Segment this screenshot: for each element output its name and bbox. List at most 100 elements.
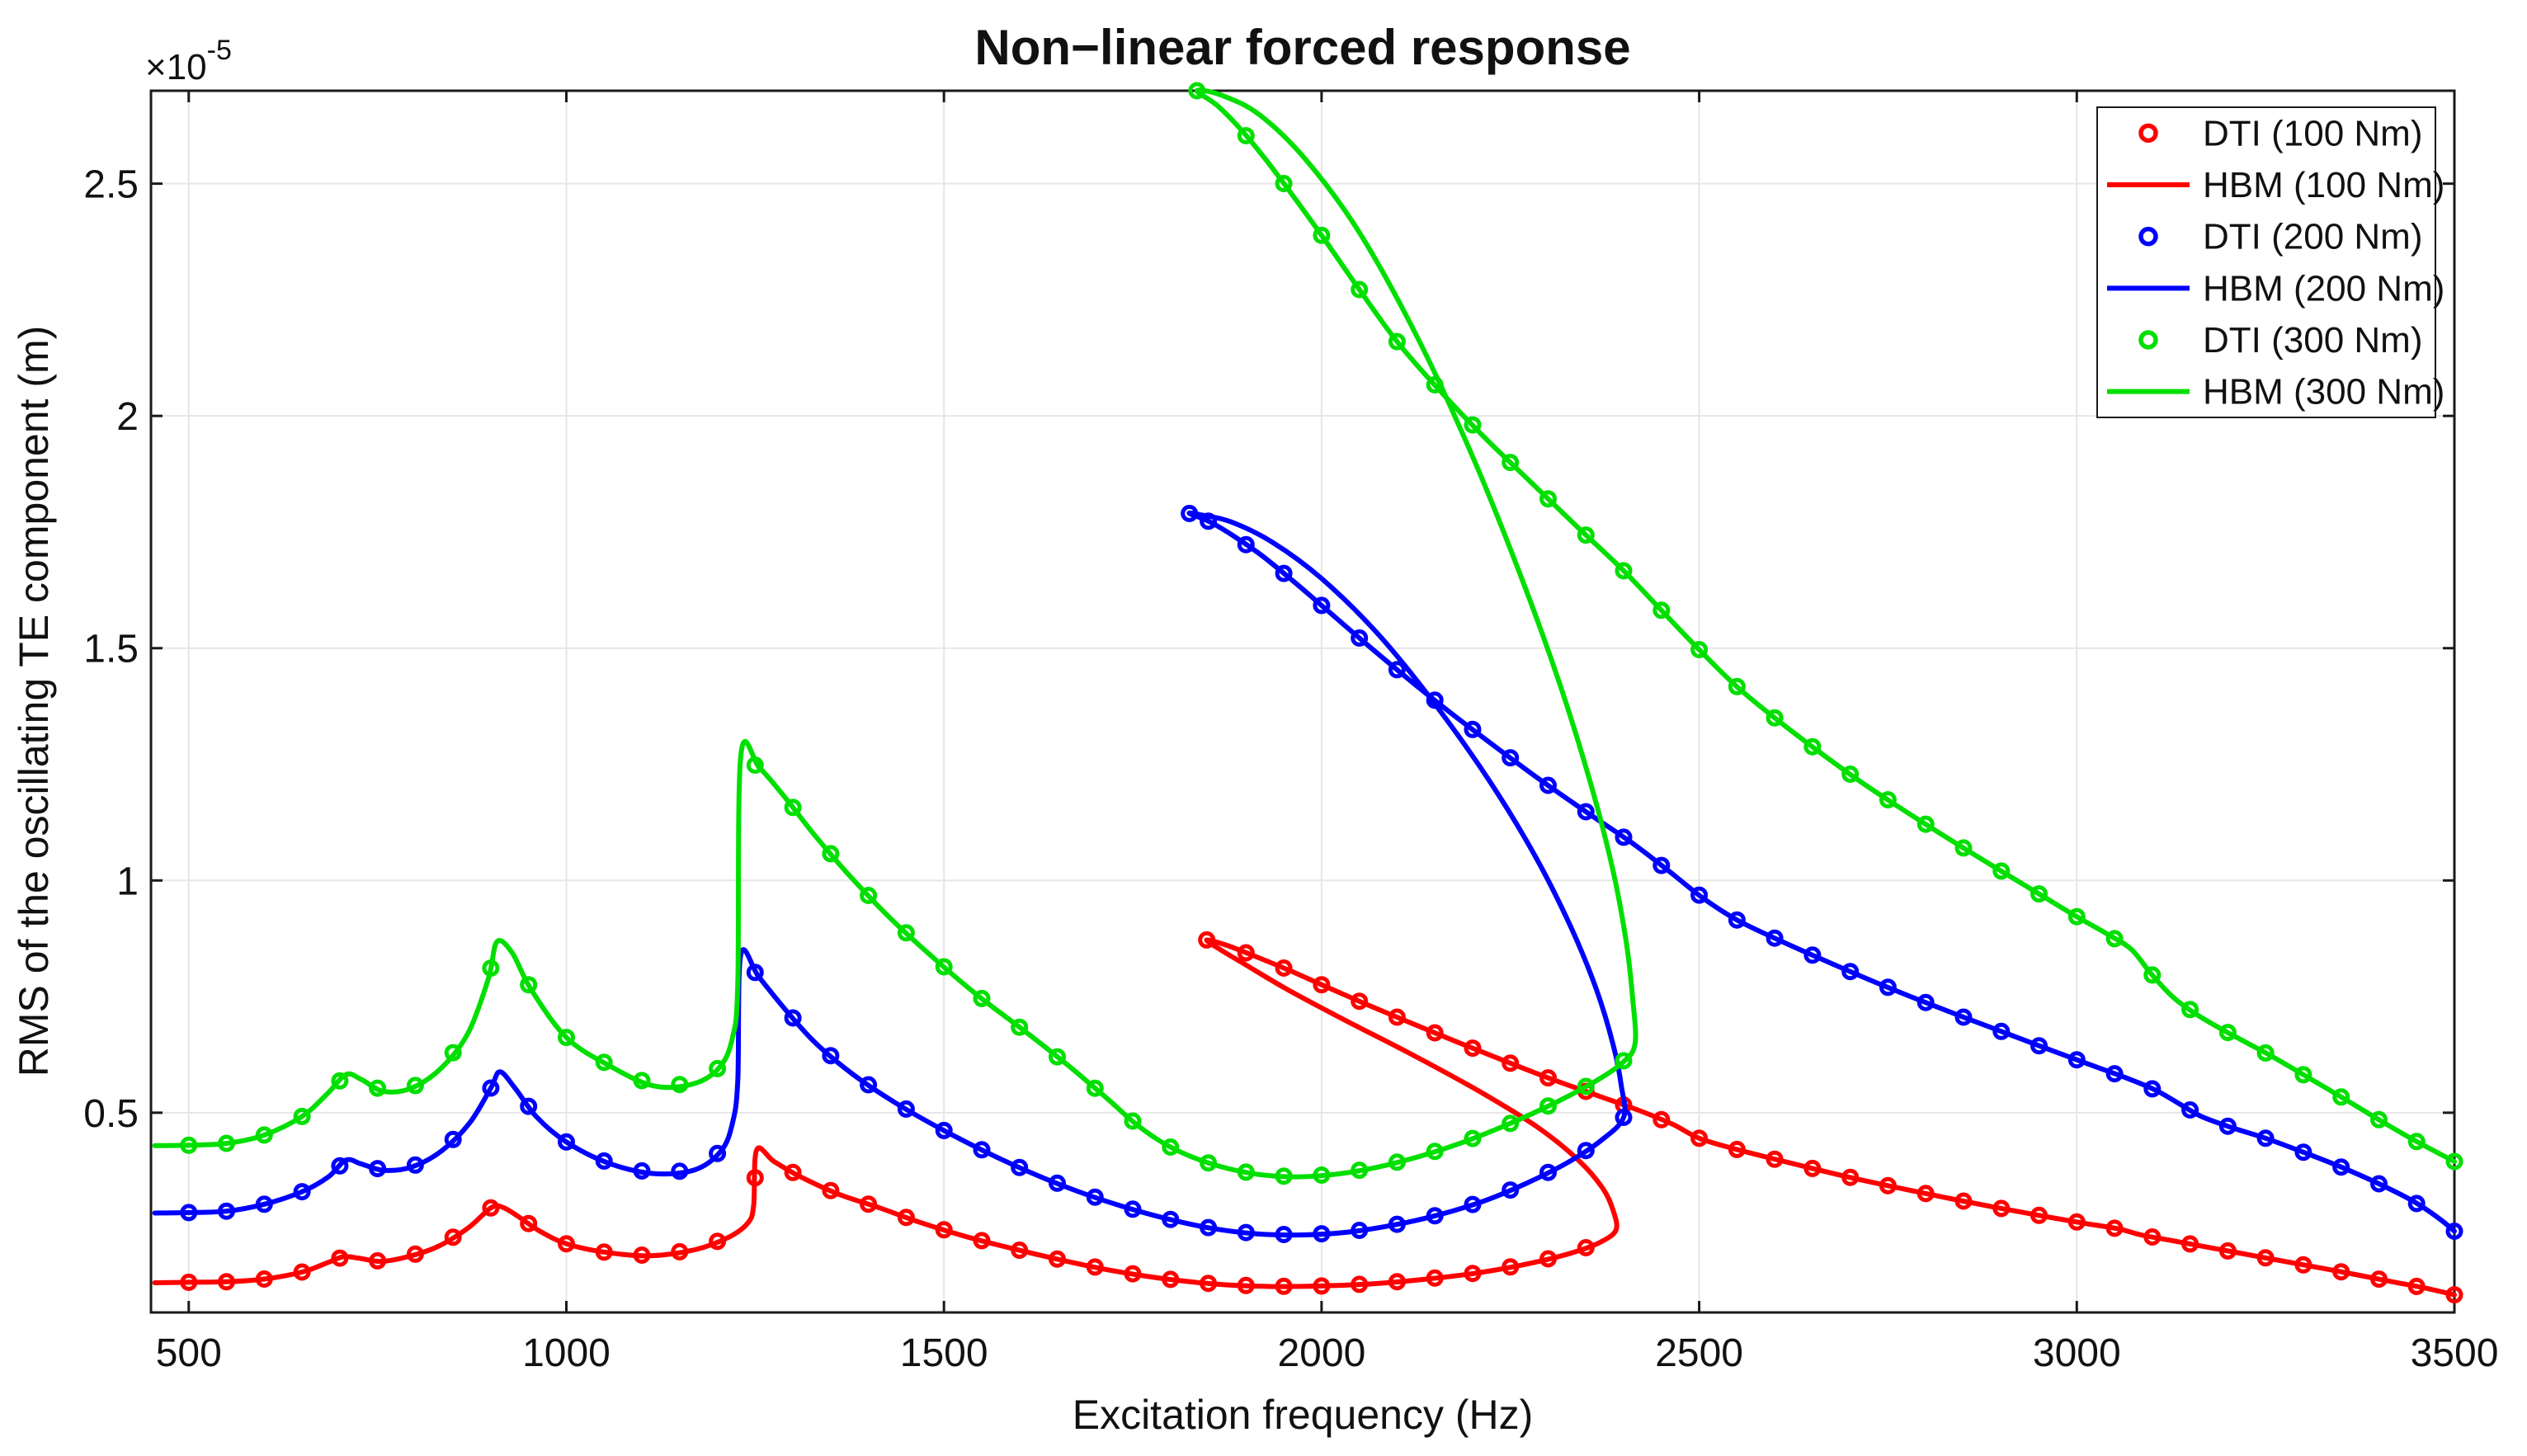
dti-marker-200-nm bbox=[1577, 803, 1595, 821]
dti-marker-300-nm bbox=[1313, 1166, 1331, 1184]
dti-marker-200-nm bbox=[709, 1144, 727, 1162]
dti-marker-300-nm bbox=[1388, 1153, 1406, 1171]
series-layer bbox=[152, 82, 2463, 1304]
dti-marker-200-nm bbox=[2143, 1080, 2162, 1098]
dti-marker-100-nm bbox=[406, 1245, 424, 1263]
dti-marker-100-nm bbox=[1464, 1039, 1482, 1058]
dti-marker-200-nm bbox=[633, 1162, 651, 1180]
dti-marker-200-nm bbox=[1200, 1218, 1218, 1237]
dti-marker-100-nm bbox=[2256, 1249, 2275, 1267]
dti-marker-100-nm bbox=[520, 1214, 538, 1232]
dti-marker-200-nm bbox=[2407, 1194, 2426, 1213]
dti-marker-100-nm bbox=[1879, 1176, 1897, 1194]
dti-marker-300-nm bbox=[1464, 416, 1482, 434]
dti-marker-100-nm bbox=[1275, 959, 1293, 977]
dti-marker-200-nm bbox=[746, 964, 764, 982]
y-tick-label: 0.5 bbox=[83, 1092, 139, 1136]
dti-marker-100-nm bbox=[2332, 1263, 2350, 1281]
dti-marker-300-nm bbox=[1539, 490, 1557, 508]
dti-marker-300-nm bbox=[860, 887, 878, 904]
dti-marker-200-nm bbox=[2030, 1037, 2048, 1055]
legend-entry: DTI (100 Nm) bbox=[2138, 113, 2422, 153]
labels-layer: Non−linear forced response Excitation fr… bbox=[11, 20, 1631, 1438]
dti-marker-300-nm bbox=[2332, 1088, 2350, 1106]
dti-marker-100-nm bbox=[1539, 1250, 1557, 1268]
dti-marker-200-nm bbox=[1539, 1163, 1557, 1181]
y-tick-label: 1.5 bbox=[83, 628, 139, 671]
dti-marker-300-nm bbox=[935, 958, 953, 976]
x-tick-label: 3500 bbox=[2411, 1331, 2499, 1375]
dti-marker-200-nm bbox=[2445, 1223, 2463, 1240]
dti-marker-300-nm bbox=[1351, 280, 1369, 299]
dti-marker-100-nm bbox=[218, 1273, 235, 1291]
dti-marker-300-nm bbox=[2105, 930, 2124, 948]
dti-marker-100-nm bbox=[293, 1263, 311, 1281]
x-tick-label: 1500 bbox=[900, 1331, 988, 1375]
dti-marker-200-nm bbox=[1502, 1181, 1520, 1199]
dti-marker-300-nm bbox=[1237, 127, 1255, 144]
dti-marker-200-nm bbox=[1351, 629, 1369, 647]
x-tick-label: 2500 bbox=[1655, 1331, 1743, 1375]
y-tick-label: 2 bbox=[116, 395, 139, 439]
dti-marker-100-nm bbox=[482, 1199, 500, 1217]
dti-marker-200-nm bbox=[482, 1079, 500, 1097]
legend-entry-label: HBM (100 Nm) bbox=[2203, 165, 2444, 205]
dti-marker-200-nm bbox=[2218, 1117, 2237, 1135]
axes-box bbox=[149, 89, 2456, 1314]
y-axis-label: RMS of the oscillating TE component (m) bbox=[11, 326, 57, 1077]
dti-marker-300-nm bbox=[671, 1076, 689, 1094]
dti-marker-300-nm bbox=[1275, 1167, 1293, 1185]
dti-marker-200-nm bbox=[1803, 946, 1822, 964]
dti-marker-300-nm bbox=[1086, 1079, 1104, 1097]
dti-marker-200-nm bbox=[1388, 661, 1406, 679]
dti-marker-200-nm bbox=[1766, 929, 1784, 947]
dti-marker-300-nm bbox=[2067, 907, 2086, 926]
dti-marker-100-nm bbox=[595, 1243, 613, 1261]
dti-marker-100-nm bbox=[331, 1249, 349, 1267]
dti-marker-300-nm bbox=[897, 924, 915, 942]
dti-marker-300-nm bbox=[1615, 562, 1633, 580]
dti-marker-100-nm bbox=[180, 1273, 198, 1291]
dti-marker-100-nm bbox=[2445, 1286, 2463, 1304]
dti-marker-300-nm bbox=[1313, 226, 1331, 244]
dti-marker-200-nm bbox=[1011, 1158, 1029, 1176]
dti-marker-100-nm bbox=[746, 1169, 764, 1187]
dti-marker-100-nm bbox=[709, 1232, 727, 1251]
dti-marker-300-nm bbox=[1539, 1097, 1557, 1115]
dti-marker-200-nm bbox=[218, 1202, 235, 1220]
dti-marker-300-nm bbox=[180, 1136, 198, 1154]
dti-marker-200-nm bbox=[1313, 1225, 1331, 1243]
legend-marker-sample bbox=[2138, 226, 2158, 247]
dti-marker-300-nm bbox=[1803, 737, 1822, 756]
dti-marker-200-nm bbox=[1181, 504, 1199, 522]
dti-marker-300-nm bbox=[1237, 1163, 1255, 1181]
dti-marker-100-nm bbox=[1577, 1239, 1595, 1256]
dti-marker-100-nm bbox=[2067, 1213, 2086, 1231]
y-tick-label: 2.5 bbox=[83, 163, 139, 207]
dti-marker-100-nm bbox=[1237, 1276, 1255, 1294]
dti-marker-100-nm bbox=[2105, 1219, 2124, 1237]
offset-base: ×10 bbox=[145, 47, 207, 87]
legend-marker-sample bbox=[2138, 330, 2158, 350]
dti-marker-300-nm bbox=[1577, 1077, 1595, 1096]
dti-marker-200-nm bbox=[406, 1156, 424, 1174]
dti-marker-300-nm bbox=[2294, 1066, 2312, 1084]
dti-marker-200-nm bbox=[1652, 856, 1671, 874]
dti-marker-300-nm bbox=[218, 1134, 235, 1152]
dti-marker-200-nm bbox=[822, 1047, 840, 1065]
dti-marker-200-nm bbox=[2332, 1158, 2350, 1176]
chart-title: Non−linear forced response bbox=[974, 20, 1630, 75]
dti-marker-300-nm bbox=[1728, 677, 1746, 695]
legend-entry-label: DTI (300 Nm) bbox=[2203, 320, 2422, 360]
dti-marker-200-nm bbox=[1879, 978, 1897, 997]
dti-marker-100-nm bbox=[1652, 1110, 1671, 1129]
dti-marker-300-nm bbox=[1652, 601, 1671, 620]
dti-marker-200-nm bbox=[1464, 720, 1482, 738]
dti-marker-300-nm bbox=[1577, 526, 1595, 544]
dti-marker-200-nm bbox=[1049, 1174, 1066, 1192]
dti-marker-300-nm bbox=[1049, 1048, 1066, 1066]
dti-marker-100-nm bbox=[1426, 1024, 1444, 1042]
dti-marker-200-nm bbox=[1388, 1215, 1406, 1233]
dti-marker-300-nm bbox=[1954, 839, 1973, 857]
dti-marker-100-nm bbox=[633, 1246, 651, 1264]
